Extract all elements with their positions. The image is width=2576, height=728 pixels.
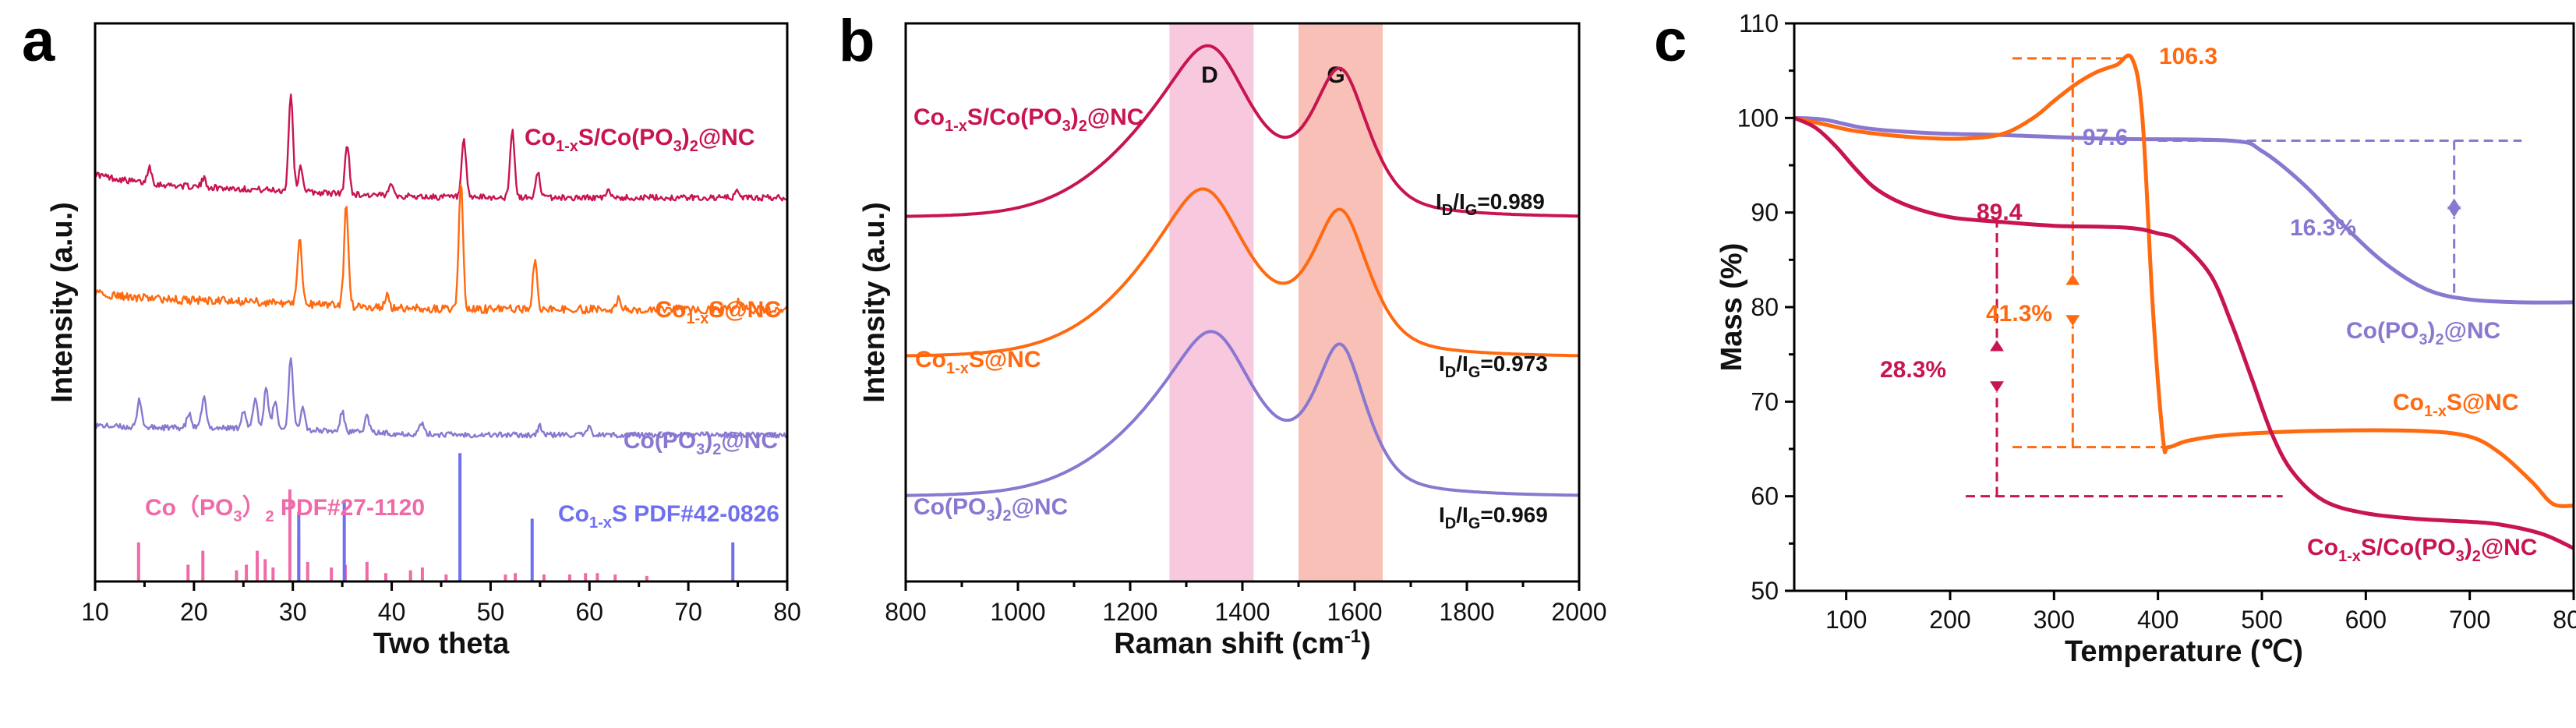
panel-c-y-title: Mass (%) (1716, 243, 1748, 372)
x-tick-label: 200 (1929, 606, 1970, 634)
panel-b-y-title: Intensity (a.u.) (858, 202, 891, 403)
y-tick-label: 70 (1751, 387, 1779, 415)
x-tick-label: 700 (2449, 606, 2490, 634)
xrd-series-copo (95, 357, 788, 439)
panel-b-series (905, 44, 1580, 497)
x-tick-label: 600 (2345, 606, 2387, 634)
x-tick-label: 100 (1825, 606, 1867, 634)
panel-b-label-cos: Co1-xS@NC (915, 347, 1041, 377)
x-tick-label: 40 (378, 598, 406, 626)
x-tick-label: 60 (575, 598, 603, 626)
panel-c-ticks: 100 200 300 400 500 600 700 800 50 60 70 80 90 100 110 (1737, 9, 2576, 634)
arrow-orange-up-head (2065, 315, 2080, 327)
panel-b-x-ticks: 800 1000 1200 1400 1600 1800 2000 (885, 581, 1607, 626)
panel-a: a 10 20 30 40 50 60 70 80 Two theta Intensity (… (22, 8, 801, 660)
x-tick-label: 300 (2034, 606, 2075, 634)
raman-series-copo (905, 330, 1580, 497)
x-tick-label: 30 (279, 598, 307, 626)
x-tick-label: 70 (674, 598, 702, 626)
y-tick-label: 110 (1739, 9, 1779, 37)
x-tick-label: 1000 (990, 598, 1045, 626)
plateau-value-crimson: 89.4 (1977, 200, 2023, 225)
panel-b-label-copo: Co(PO3)2@NC (913, 494, 1068, 525)
panel-c-guides (1966, 57, 2522, 498)
panel-a-label-cos: Co1-xS@NC (655, 297, 782, 327)
xrd-series-cos (94, 183, 788, 315)
tga-series-hybrid (1793, 116, 2575, 550)
x-tick-label: 800 (2553, 606, 2576, 634)
peak-value-orange: 106.3 (2159, 44, 2217, 69)
panel-a-x-ticks: 10 20 30 40 50 60 70 80 (81, 581, 801, 626)
x-tick-label: 1600 (1327, 598, 1382, 626)
panel-b: b D G 800 1000 1200 1400 1600 1800 2000 Raman … (839, 8, 1607, 660)
ratio-label-cos: ID/IG=0.973 (1439, 352, 1548, 381)
loss-value-purple: 16.3% (2290, 215, 2356, 241)
y-tick-label: 90 (1751, 199, 1779, 227)
xrd-series-hybrid (94, 94, 787, 202)
tga-series-copo (1793, 115, 2574, 305)
panel-a-x-title: Two theta (373, 627, 510, 660)
arrow-crimson-up-head (1990, 381, 2004, 393)
arrow-orange-down-head (2065, 274, 2080, 285)
panel-c-label-copo: Co(PO3)2@NC (2346, 318, 2500, 348)
x-tick-label: 1400 (1214, 598, 1270, 626)
panel-c-x-title: Temperature (℃) (2065, 635, 2303, 668)
x-tick-label: 400 (2137, 606, 2178, 634)
panel-a-series (94, 94, 788, 581)
panel-c-letter: c (1654, 8, 1687, 74)
x-tick-label: 1200 (1102, 598, 1157, 626)
band-d-label: D (1201, 62, 1218, 88)
ratio-label-copo: ID/IG=0.969 (1439, 503, 1548, 532)
loss-value-crimson: 28.3% (1880, 357, 1946, 383)
x-tick-label: 50 (477, 598, 505, 626)
y-tick-label: 60 (1751, 482, 1779, 511)
y-tick-label: 80 (1751, 293, 1779, 321)
band-g-region (1299, 23, 1383, 581)
panel-c: c 10020030040050060070080050607080901001… (1654, 8, 2576, 668)
x-tick-label: 800 (885, 598, 926, 626)
raman-series-cos (905, 187, 1579, 358)
panel-a-label-ref-cos: Co1-xS PDF#42-0826 (558, 501, 779, 532)
band-d-region (1169, 23, 1254, 581)
panel-c-series (1793, 53, 2575, 550)
x-tick-label: 2000 (1551, 598, 1606, 626)
panel-a-letter: a (22, 8, 55, 74)
panel-a-label-copo: Co(PO3)2@NC (624, 428, 778, 458)
panel-a-label-ref-copo: Co（PO3）2 PDF#27-1120 (145, 494, 425, 525)
y-tick-label: 100 (1737, 104, 1779, 132)
arrow-purple-up-head (2447, 206, 2461, 217)
x-tick-label: 10 (81, 598, 109, 626)
panel-b-bands (1169, 23, 1383, 581)
panel-b-x-title: Raman shift (cm-1) (1114, 626, 1371, 660)
ratio-label-hybrid: ID/IG=0.989 (1436, 189, 1545, 219)
panel-b-label-hybrid: Co1-xS/Co(PO3)2@NC (913, 104, 1143, 135)
loss-value-orange: 41.3% (1986, 301, 2052, 327)
x-tick-label: 20 (180, 598, 208, 626)
arrow-crimson-down-head (1990, 340, 2004, 352)
panel-c-label-hybrid: Co1-xS/Co(PO3)2@NC (2307, 535, 2537, 565)
panel-b-letter: b (839, 8, 875, 74)
x-tick-label: 1800 (1439, 598, 1494, 626)
plateau-value-purple: 97.6 (2083, 125, 2128, 150)
tga-series-cos (1793, 53, 2574, 508)
panel-c-label-cos: Co1-xS@NC (2393, 390, 2519, 420)
y-tick-label: 50 (1751, 577, 1779, 605)
panel-a-y-title: Intensity (a.u.) (46, 202, 79, 403)
panel-a-label-hybrid: Co1-xS/Co(PO3)2@NC (525, 125, 754, 155)
x-tick-label: 500 (2241, 606, 2282, 634)
x-tick-label: 80 (773, 598, 801, 626)
raman-series-hybrid (905, 44, 1580, 218)
panel-c-plot-frame (1793, 22, 2575, 592)
